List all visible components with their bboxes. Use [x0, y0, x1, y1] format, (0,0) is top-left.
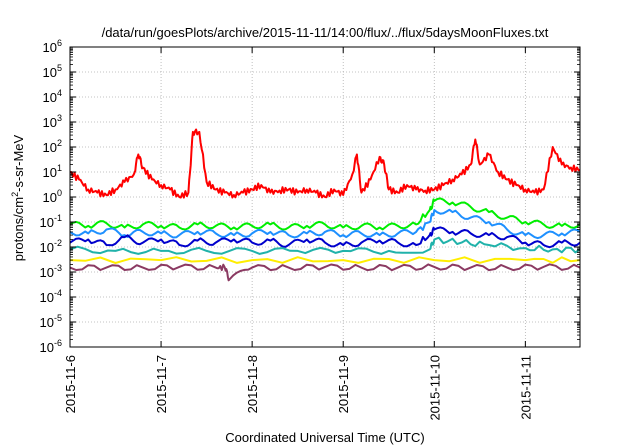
y-axis-label: protons/cm2-s-sr-MeV [10, 134, 26, 261]
chart-title: /data/run/goesPlots/archive/2015-11-11/1… [102, 25, 549, 40]
x-axis-label: Coordinated Universal Time (UTC) [225, 430, 424, 445]
series-line-5 [69, 256, 581, 264]
y-tick-label: 10-6 [40, 338, 62, 355]
x-axis: 2015-11-6 2015-11-7 2015-11-8 2015-11-9 2015… [63, 47, 533, 421]
series-line-1 [69, 197, 581, 231]
y-tick-label: 103 [43, 113, 62, 130]
y-tick-label: 10-4 [40, 288, 62, 305]
grid [70, 47, 580, 347]
y-tick-label: 100 [43, 188, 62, 205]
y-tick-label: 10-5 [40, 313, 62, 330]
y-tick-label: 102 [43, 138, 62, 155]
series-line-2 [69, 208, 581, 240]
y-tick-label: 104 [43, 88, 62, 105]
series-line-4 [69, 236, 581, 255]
y-tick-label: 10-3 [40, 263, 62, 280]
y-tick-label: 101 [43, 163, 62, 180]
y-axis: 106 105 104 103 102 101 100 10-1 10-2 10-3 10-4 10-… [40, 38, 580, 355]
y-tick-label: 106 [43, 38, 62, 55]
y-tick-label: 10-1 [40, 213, 62, 230]
y-tick-label: 10-2 [40, 238, 62, 255]
x-tick-label: 2015-11-11 [518, 355, 533, 420]
x-tick-label: 2015-11-9 [336, 355, 351, 413]
series-group [69, 128, 581, 282]
x-tick-label: 2015-11-8 [245, 355, 260, 413]
series-line-6 [69, 263, 581, 282]
series-line-0 [69, 128, 581, 199]
x-tick-label: 2015-11-6 [63, 355, 78, 413]
series-line-3 [69, 226, 581, 249]
x-tick-label: 2015-11-7 [154, 355, 169, 413]
y-tick-label: 105 [43, 63, 62, 80]
x-tick-label: 2015-11-10 [427, 355, 442, 421]
